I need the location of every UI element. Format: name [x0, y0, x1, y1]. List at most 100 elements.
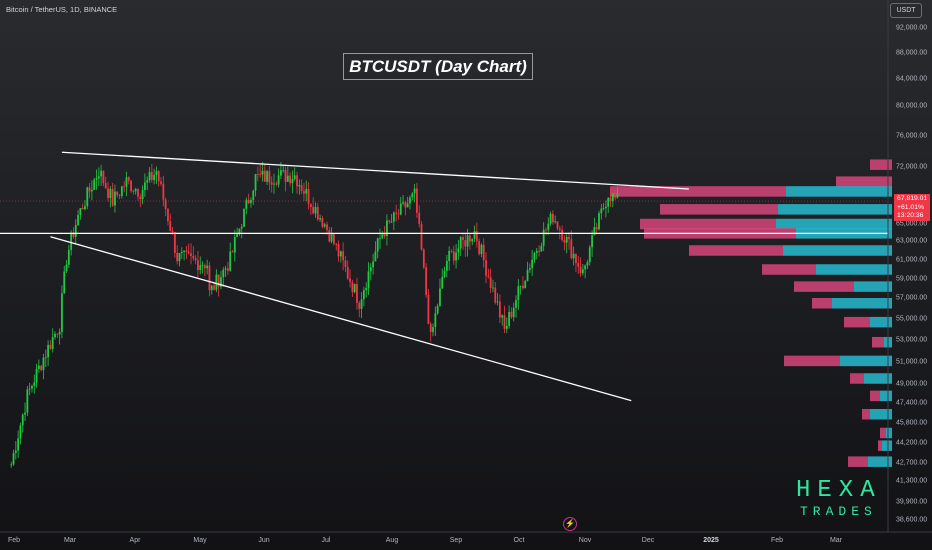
candle[interactable] [42, 353, 45, 380]
candle[interactable] [24, 402, 26, 422]
candle[interactable] [12, 449, 15, 467]
candle[interactable] [206, 259, 209, 275]
candle[interactable] [448, 246, 451, 271]
candle[interactable] [203, 263, 206, 277]
candle[interactable] [533, 251, 536, 264]
candle[interactable] [549, 211, 552, 227]
candle[interactable] [35, 363, 38, 388]
candle[interactable] [49, 340, 52, 350]
candle[interactable] [215, 269, 218, 293]
candle[interactable] [123, 181, 126, 193]
candle[interactable] [104, 176, 107, 189]
candle[interactable] [551, 210, 554, 225]
candle[interactable] [245, 197, 248, 215]
candle[interactable] [192, 246, 195, 261]
candle[interactable] [469, 233, 471, 250]
candle[interactable] [471, 238, 474, 246]
candle[interactable] [563, 235, 566, 251]
candle[interactable] [609, 189, 612, 208]
candle[interactable] [475, 222, 478, 248]
candle[interactable] [81, 203, 84, 210]
candle[interactable] [132, 189, 135, 195]
candle[interactable] [100, 164, 103, 186]
candle[interactable] [256, 166, 259, 182]
candle[interactable] [307, 182, 310, 210]
candle[interactable] [540, 242, 543, 252]
candle[interactable] [201, 261, 204, 274]
candle[interactable] [395, 204, 398, 222]
candle[interactable] [360, 292, 363, 319]
candle[interactable] [309, 203, 312, 215]
candle[interactable] [51, 328, 54, 353]
candle[interactable] [515, 295, 517, 318]
candle[interactable] [595, 222, 598, 235]
candle[interactable] [402, 195, 404, 206]
candle[interactable] [109, 185, 112, 208]
candle[interactable] [425, 263, 428, 298]
candle[interactable] [226, 261, 229, 275]
candle[interactable] [406, 196, 409, 208]
candle[interactable] [436, 303, 439, 315]
candle[interactable] [240, 223, 243, 239]
candle[interactable] [346, 260, 349, 280]
candle[interactable] [28, 382, 31, 396]
candle[interactable] [339, 250, 342, 263]
candle[interactable] [392, 211, 395, 231]
candle[interactable] [427, 289, 430, 325]
candle[interactable] [494, 281, 497, 305]
candle[interactable] [321, 215, 324, 229]
candle[interactable] [314, 202, 317, 218]
candle[interactable] [67, 244, 70, 268]
candle[interactable] [517, 279, 520, 311]
candle[interactable] [365, 282, 368, 298]
candle[interactable] [554, 215, 557, 224]
candle[interactable] [185, 245, 188, 260]
candle[interactable] [58, 328, 61, 345]
candle[interactable] [47, 340, 49, 367]
candle[interactable] [512, 302, 515, 322]
candle[interactable] [519, 285, 522, 295]
candle[interactable] [289, 172, 292, 187]
candle[interactable] [130, 179, 132, 193]
candle[interactable] [381, 231, 384, 239]
candle[interactable] [37, 359, 40, 373]
candles[interactable] [10, 161, 619, 468]
candle[interactable] [383, 226, 386, 239]
candle[interactable] [84, 200, 86, 211]
candle[interactable] [40, 364, 43, 372]
candle[interactable] [337, 240, 340, 262]
candle[interactable] [305, 180, 308, 202]
candle[interactable] [238, 228, 241, 236]
candle[interactable] [44, 349, 47, 368]
candle[interactable] [434, 306, 437, 337]
candle[interactable] [487, 268, 490, 279]
candle[interactable] [367, 262, 370, 296]
candle[interactable] [146, 176, 149, 191]
candle[interactable] [111, 182, 114, 207]
candle[interactable] [505, 317, 508, 334]
candle[interactable] [535, 247, 538, 260]
chart-annotation-title[interactable]: BTCUSDT (Day Chart) [343, 53, 533, 80]
candle[interactable] [443, 266, 446, 279]
candle[interactable] [598, 210, 600, 231]
candle[interactable] [254, 173, 257, 197]
candle[interactable] [577, 256, 580, 275]
candle[interactable] [605, 200, 607, 218]
candle[interactable] [522, 276, 524, 290]
candle[interactable] [372, 253, 375, 275]
candle[interactable] [77, 210, 79, 226]
candle[interactable] [194, 255, 197, 265]
candle[interactable] [183, 250, 185, 261]
candle[interactable] [169, 213, 172, 232]
candle[interactable] [148, 167, 151, 183]
candle[interactable] [568, 232, 570, 250]
candle[interactable] [323, 222, 326, 229]
candle[interactable] [411, 192, 414, 201]
candle[interactable] [328, 226, 331, 243]
candle[interactable] [233, 229, 236, 262]
candle[interactable] [452, 245, 455, 265]
candle[interactable] [581, 264, 584, 276]
candle[interactable] [441, 268, 444, 290]
candle[interactable] [593, 217, 596, 236]
